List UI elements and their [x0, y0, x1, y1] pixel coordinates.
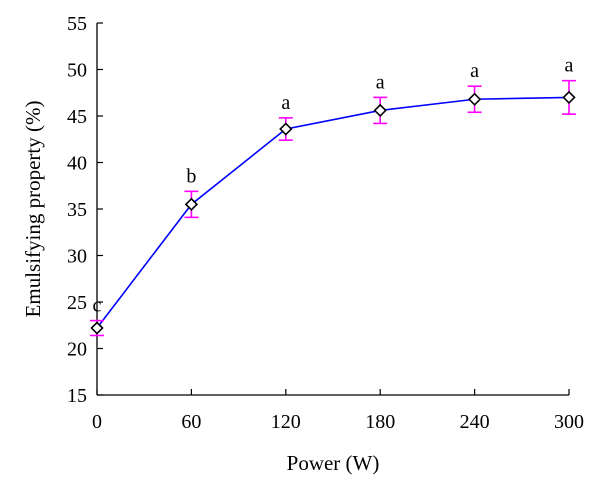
significance-letter: a [281, 92, 290, 114]
data-point-marker [562, 90, 576, 105]
data-point-marker [184, 197, 199, 211]
y-ticks: 15 20 25 30 35 40 45 50 55 [67, 13, 103, 407]
x-tick-label: 240 [460, 411, 490, 433]
y-tick-label: 25 [67, 292, 87, 314]
data-point-marker [373, 103, 387, 118]
significance-letter: b [186, 165, 196, 187]
y-tick-label: 20 [67, 339, 87, 361]
y-tick-label: 35 [67, 199, 87, 221]
x-tick-label: 0 [92, 411, 102, 433]
significance-letter: a [565, 55, 574, 77]
y-tick-label: 30 [67, 246, 87, 268]
data-point-marker [467, 92, 482, 106]
significance-letter: a [470, 60, 479, 82]
data-point-marker [90, 321, 104, 335]
axes [96, 23, 569, 396]
y-tick-label: 50 [67, 60, 87, 82]
x-tick-label: 180 [365, 411, 395, 433]
x-tick-label: 60 [181, 411, 201, 433]
y-axis-title: Emulsifying property (%) [21, 101, 45, 318]
y-tick-label: 45 [67, 106, 87, 128]
x-tick-label: 300 [554, 411, 584, 433]
x-tick-label: 120 [271, 411, 301, 433]
x-ticks: 0 60 120 180 240 300 [92, 389, 584, 433]
x-axis-title: Power (W) [287, 451, 380, 475]
y-tick-label: 15 [67, 385, 87, 407]
series-line [96, 96, 570, 329]
significance-letter: a [376, 71, 385, 93]
significance-letter: c [93, 295, 102, 317]
y-tick-label: 40 [67, 153, 87, 175]
series: c b a a a a [90, 55, 576, 337]
data-point-marker [279, 122, 293, 136]
y-tick-label: 55 [67, 13, 87, 35]
